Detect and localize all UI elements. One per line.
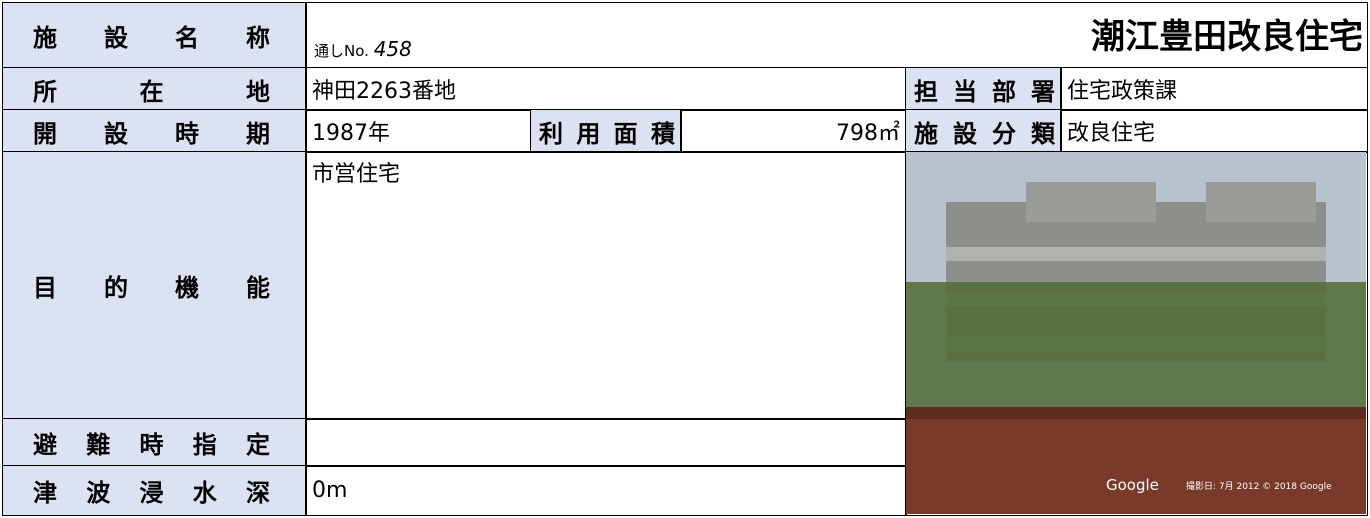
building bbox=[1206, 182, 1316, 222]
label-cell: 担当部署 bbox=[905, 67, 1062, 111]
value-cell bbox=[305, 418, 907, 467]
value-cell: 798㎡ bbox=[680, 109, 907, 153]
photo-brand: Google bbox=[1106, 476, 1159, 494]
label: 開設時期 bbox=[33, 119, 270, 148]
label-cell: 施設分類 bbox=[905, 109, 1062, 153]
label-cell: 開設時期 bbox=[2, 109, 307, 153]
value-cell: 0m bbox=[305, 465, 907, 516]
label: 避難時指定 bbox=[33, 431, 270, 459]
title-cell: 通しNo. 458 潮江豊田改良住宅 bbox=[305, 2, 1368, 68]
label: 施設名称 bbox=[33, 23, 270, 52]
serial-prefix: 通しNo. bbox=[314, 42, 369, 60]
serial-number: 458 bbox=[373, 37, 412, 61]
label: 所在地 bbox=[33, 77, 270, 106]
value-cell: 1987年 bbox=[305, 109, 532, 153]
label: 目的機能 bbox=[33, 274, 270, 302]
photo-credit: 撮影日: 7月 2012 © 2018 Google bbox=[1186, 480, 1332, 492]
brick-wall bbox=[906, 407, 1366, 514]
label-cell: 津波浸水深 bbox=[2, 465, 307, 516]
facility-name: 潮江豊田改良住宅 bbox=[1091, 17, 1363, 57]
value-cell: 住宅政策課 bbox=[1060, 67, 1368, 111]
label-cell: 避難時指定 bbox=[2, 418, 307, 467]
serial: 通しNo. 458 bbox=[314, 37, 412, 61]
label: 利用面積 bbox=[539, 119, 675, 148]
building bbox=[1026, 182, 1156, 222]
label-cell: 所在地 bbox=[2, 67, 307, 111]
value-cell: 市営住宅 bbox=[305, 151, 907, 420]
value-cell: 神田2263番地 bbox=[305, 67, 907, 111]
label-cell: 施設名称 bbox=[2, 2, 307, 68]
wall-top bbox=[906, 407, 1366, 419]
photo-cell: Google 撮影日: 7月 2012 © 2018 Google bbox=[905, 151, 1368, 516]
label: 施設分類 bbox=[914, 119, 1055, 148]
greenery bbox=[906, 282, 1366, 412]
label-cell: 利用面積 bbox=[530, 109, 682, 153]
label: 担当部署 bbox=[914, 77, 1055, 106]
label-cell: 目的機能 bbox=[2, 151, 307, 420]
balcony bbox=[946, 247, 1326, 261]
label: 津波浸水深 bbox=[33, 479, 270, 507]
photo: Google 撮影日: 7月 2012 © 2018 Google bbox=[906, 152, 1366, 514]
value-cell: 改良住宅 bbox=[1060, 109, 1368, 153]
